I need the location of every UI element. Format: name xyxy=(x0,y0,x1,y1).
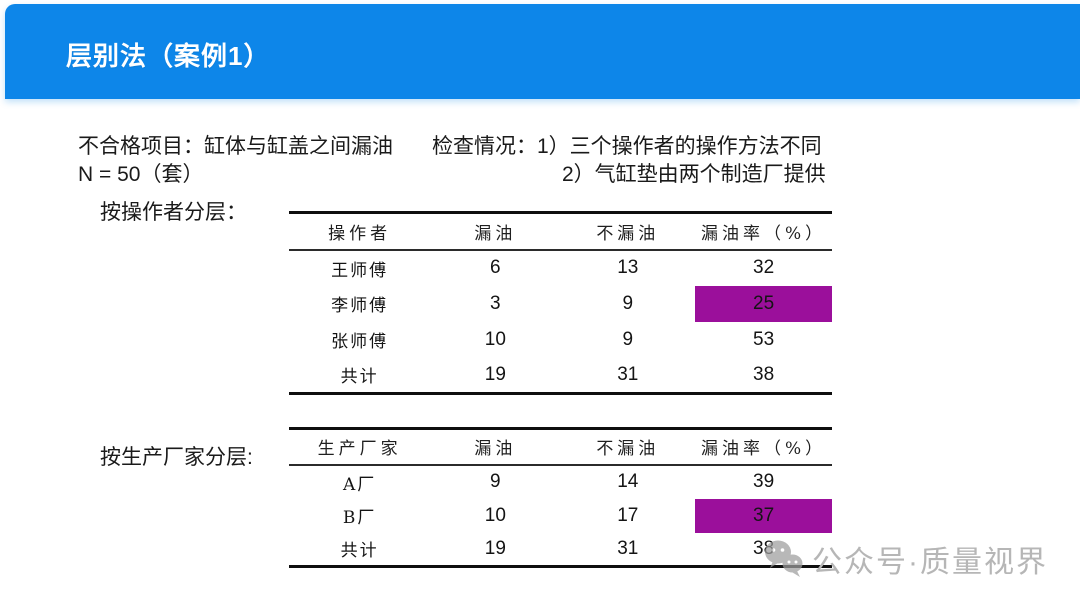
table-row: B厂 10 17 37 xyxy=(289,498,832,533)
watermark-text: 公众号·质量视界 xyxy=(812,546,1048,579)
table-cell: 10 xyxy=(484,504,506,526)
row-label: A厂 xyxy=(342,474,377,495)
watermark: 公众号·质量视界 xyxy=(763,537,1048,581)
column-header: 不漏油 xyxy=(560,212,696,251)
table-cell: 32 xyxy=(753,257,775,278)
table-cell: 9 xyxy=(622,328,634,350)
table-row: A厂 9 14 39 xyxy=(289,465,832,499)
column-header: 操作者 xyxy=(289,212,431,251)
wechat-icon xyxy=(765,540,803,577)
defect-item-text: 不合格项目：缸体与缸盖之间漏油 xyxy=(78,135,393,158)
table-header-row: 操作者 漏油 不漏油 漏油率（%） xyxy=(289,212,832,251)
manufacturer-table: 生产厂家 漏油 不漏油 漏油率（%） A厂 9 14 39 B厂 10 17 3 xyxy=(289,427,832,568)
table-row: 共计 19 31 38 xyxy=(289,533,832,567)
row-label: B厂 xyxy=(342,508,377,528)
page-title: 层别法（案例1） xyxy=(66,41,271,71)
column-header: 不漏油 xyxy=(560,428,696,466)
column-header: 生产厂家 xyxy=(289,428,431,466)
title-bar: 层别法（案例1） xyxy=(5,4,1080,99)
table-cell: 6 xyxy=(490,257,501,278)
operator-table: 操作者 漏油 不漏油 漏油率（%） 王师傅 6 13 32 李师傅 3 9 25 xyxy=(289,211,832,395)
column-header: 漏油 xyxy=(430,212,561,251)
table-row: 李师傅 3 9 25 xyxy=(289,285,832,322)
table-cell: 38 xyxy=(753,363,775,385)
inspection-note-1: 检查情况：1）三个操作者的操作方法不同 xyxy=(432,135,822,158)
table-cell: 17 xyxy=(617,504,639,526)
table-cell: 19 xyxy=(484,363,506,385)
table-cell: 10 xyxy=(484,328,506,350)
table-cell: 14 xyxy=(617,471,639,492)
section-label-operator: 按操作者分层： xyxy=(100,201,247,224)
table-row: 张师傅 10 9 53 xyxy=(289,322,832,358)
table-row: 共计 19 31 38 xyxy=(289,358,832,394)
table-cell: 9 xyxy=(622,292,634,314)
table-header-row: 生产厂家 漏油 不漏油 漏油率（%） xyxy=(289,428,832,466)
row-label: 王师傅 xyxy=(331,260,389,281)
highlighted-cell: 37 xyxy=(695,498,832,533)
table-cell: 39 xyxy=(753,471,775,492)
table-cell: 53 xyxy=(753,328,775,350)
row-label: 共计 xyxy=(340,367,379,388)
table-cell: 31 xyxy=(617,363,639,385)
inspection-note-2: 2）气缸垫由两个制造厂提供 xyxy=(562,163,826,186)
column-header: 漏油率（%） xyxy=(695,212,832,251)
column-header: 漏油率（%） xyxy=(695,428,832,466)
table-cell: 3 xyxy=(490,292,501,314)
row-label: 共计 xyxy=(340,541,379,562)
row-label: 张师傅 xyxy=(331,332,389,352)
column-header: 漏油 xyxy=(430,428,561,466)
table-cell: 31 xyxy=(617,537,639,559)
table-row: 王师傅 6 13 32 xyxy=(289,250,832,286)
row-label: 李师傅 xyxy=(331,296,389,316)
table-cell: 13 xyxy=(617,257,639,278)
section-label-manufacturer: 按生产厂家分层: xyxy=(100,446,253,469)
table-cell: 19 xyxy=(484,537,506,559)
sample-size-text: N = 50（套） xyxy=(78,163,204,186)
table-cell: 9 xyxy=(490,471,501,492)
highlighted-cell: 25 xyxy=(695,285,832,322)
